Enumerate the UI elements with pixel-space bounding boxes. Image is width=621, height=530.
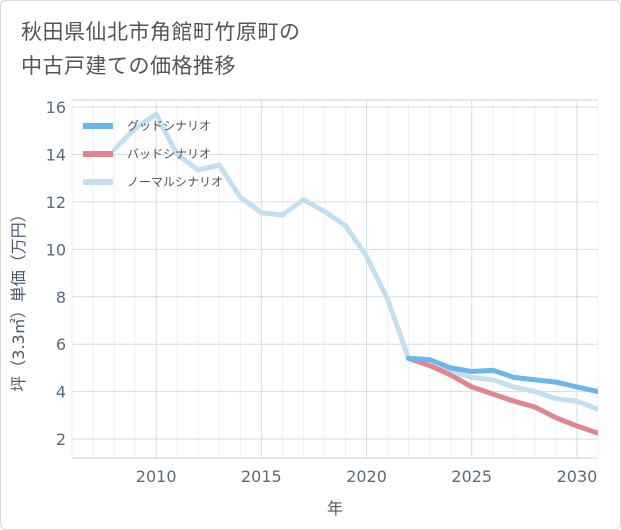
y-tick-label: 12 xyxy=(46,193,66,212)
series-line-1 xyxy=(406,355,598,395)
y-tick-label: 14 xyxy=(46,146,66,165)
x-tick-label: 2020 xyxy=(346,467,387,486)
x-tick-label: 2015 xyxy=(241,467,282,486)
legend-label: ノーマルシナリオ xyxy=(127,175,223,189)
series-line-2 xyxy=(406,355,598,436)
y-tick-label: 16 xyxy=(46,98,66,117)
y-tick-label: 4 xyxy=(56,383,66,402)
x-axis-title: 年 xyxy=(327,499,343,518)
y-axis-title: 坪（3.3㎡）単価（万円） xyxy=(9,206,28,391)
x-tick-label: 2030 xyxy=(557,467,598,486)
y-tick-label: 6 xyxy=(56,335,66,354)
grid-lines xyxy=(71,100,599,458)
title-line-1: 秋田県仙北市角館町竹原町の xyxy=(21,20,301,44)
x-tick-label: 2025 xyxy=(451,467,492,486)
chart-title: 秋田県仙北市角館町竹原町の 中古戸建ての価格推移 xyxy=(21,15,301,83)
title-line-2: 中古戸建ての価格推移 xyxy=(21,54,236,78)
y-tick-label: 2 xyxy=(56,430,66,449)
y-tick-label: 10 xyxy=(46,240,66,259)
series-lines xyxy=(111,111,598,436)
legend-label: グッドシナリオ xyxy=(127,119,211,133)
legend-label: バッドシナリオ xyxy=(127,147,211,161)
axis-ticks: 2010 2015 2020 2025 2030 2 4 6 8 10 12 14 16 xyxy=(46,98,598,486)
series-line-3 xyxy=(111,111,598,412)
y-tick-label: 8 xyxy=(56,288,66,307)
x-tick-label: 2010 xyxy=(136,467,177,486)
